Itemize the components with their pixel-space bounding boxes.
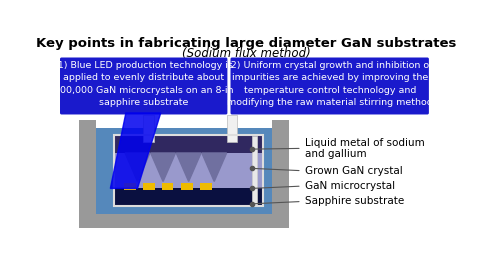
- Bar: [79, 120, 96, 228]
- Bar: [162, 183, 173, 190]
- Bar: [200, 183, 212, 190]
- Polygon shape: [151, 153, 176, 181]
- Bar: [124, 183, 136, 190]
- Bar: [114, 135, 263, 206]
- Polygon shape: [176, 153, 201, 181]
- Bar: [96, 205, 272, 214]
- Bar: [115, 136, 262, 153]
- Polygon shape: [110, 113, 161, 188]
- FancyBboxPatch shape: [60, 57, 228, 115]
- Bar: [115, 188, 262, 205]
- Text: Grown GaN crystal: Grown GaN crystal: [305, 166, 403, 176]
- Text: (Sodium flux method): (Sodium flux method): [181, 47, 311, 60]
- Bar: [96, 128, 272, 214]
- Polygon shape: [202, 153, 227, 181]
- Bar: [143, 115, 154, 142]
- Bar: [272, 120, 288, 228]
- FancyBboxPatch shape: [230, 57, 429, 115]
- Polygon shape: [125, 153, 150, 181]
- Bar: [181, 183, 192, 190]
- Bar: [115, 153, 262, 188]
- Text: GaN microcrystal: GaN microcrystal: [305, 181, 395, 191]
- Bar: [79, 212, 288, 228]
- Text: Key points in fabricating large diameter GaN substrates: Key points in fabricating large diameter…: [36, 37, 456, 50]
- Text: (1) Blue LED production technology is
applied to evenly distribute about
100,000: (1) Blue LED production technology is ap…: [54, 61, 233, 107]
- Bar: [252, 136, 257, 205]
- Text: Sapphire substrate: Sapphire substrate: [305, 197, 404, 206]
- Text: (2) Uniform crystal growth and inhibition of
impurities are achieved by improvin: (2) Uniform crystal growth and inhibitio…: [227, 61, 432, 107]
- Bar: [143, 183, 155, 190]
- Bar: [227, 115, 238, 142]
- Text: Liquid metal of sodium
and gallium: Liquid metal of sodium and gallium: [305, 138, 425, 159]
